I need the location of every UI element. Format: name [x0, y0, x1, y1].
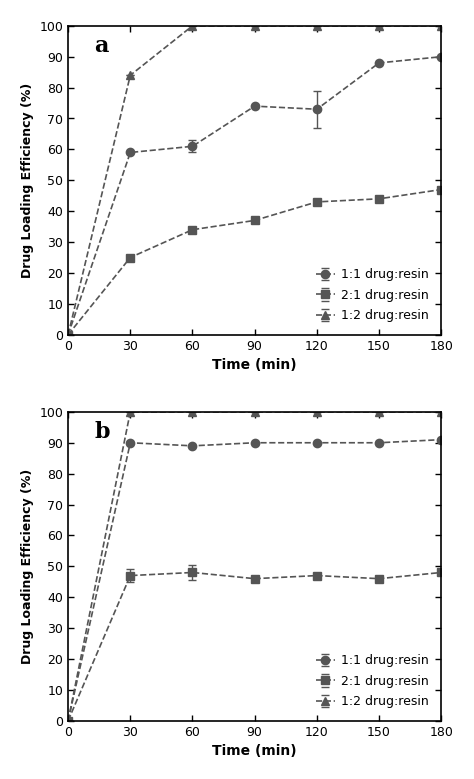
X-axis label: Time (min): Time (min)	[212, 358, 297, 372]
Legend: 1:1 drug:resin, 2:1 drug:resin, 1:2 drug:resin: 1:1 drug:resin, 2:1 drug:resin, 1:2 drug…	[310, 648, 435, 714]
Text: b: b	[94, 421, 110, 443]
Legend: 1:1 drug:resin, 2:1 drug:resin, 1:2 drug:resin: 1:1 drug:resin, 2:1 drug:resin, 1:2 drug…	[310, 262, 435, 329]
Text: a: a	[94, 35, 109, 57]
Y-axis label: Drug Loading Efficiency (%): Drug Loading Efficiency (%)	[21, 83, 34, 278]
Y-axis label: Drug Loading Efficiency (%): Drug Loading Efficiency (%)	[21, 469, 34, 664]
X-axis label: Time (min): Time (min)	[212, 744, 297, 758]
